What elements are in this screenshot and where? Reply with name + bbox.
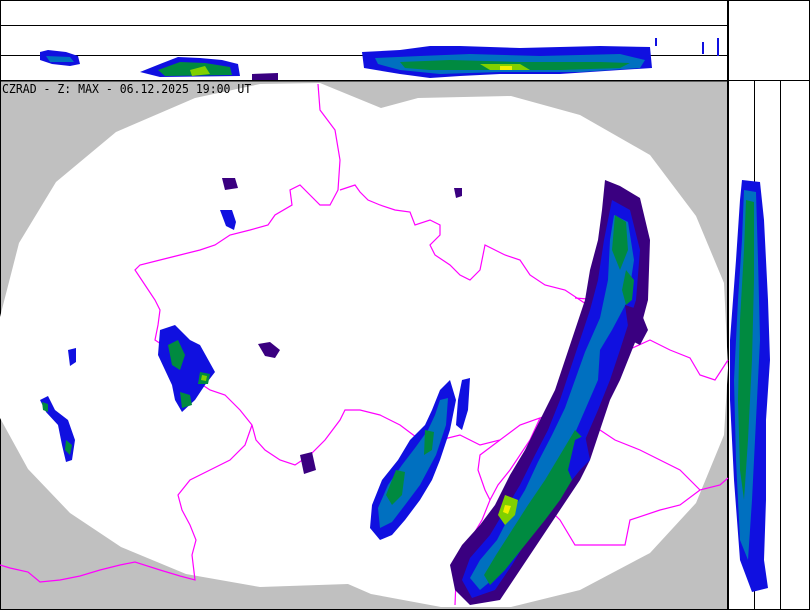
top-side-panel bbox=[0, 0, 728, 81]
right-panel-echoes bbox=[730, 180, 770, 592]
map-panel bbox=[0, 80, 729, 610]
map-title: CZRAD - Z: MAX - 06.12.2025 19:00 UT bbox=[2, 81, 252, 96]
corner-panel bbox=[728, 0, 810, 81]
precipitation-echoes bbox=[40, 178, 650, 605]
right-side-panel bbox=[728, 80, 810, 610]
country-borders bbox=[0, 83, 729, 606]
top-panel-echoes bbox=[40, 38, 719, 80]
